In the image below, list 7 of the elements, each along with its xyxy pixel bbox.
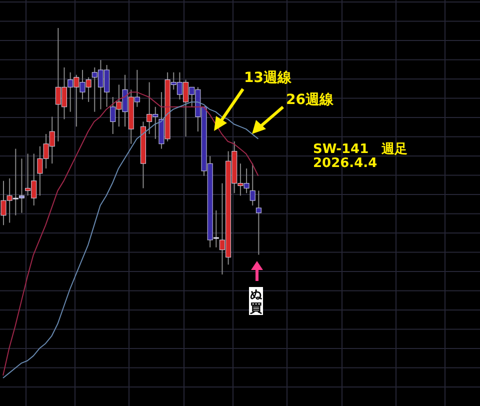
text: 13週線: [244, 70, 292, 86]
annotation: SW-141 週足: [313, 142, 408, 157]
annotation: 2026.4.4: [313, 156, 378, 171]
text: 26週線: [286, 92, 334, 108]
text: ぬ買: [249, 287, 263, 315]
candlestick: [256, 190, 262, 256]
candlestick: [250, 163, 256, 206]
